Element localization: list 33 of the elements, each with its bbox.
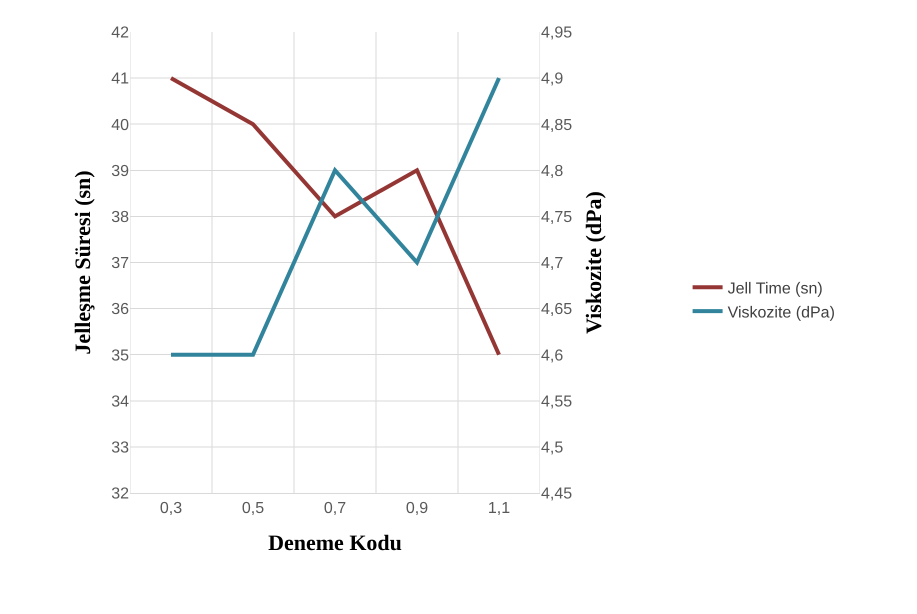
y2-axis-title: Viskozite (dPa) <box>581 191 606 334</box>
y-tick-label: 38 <box>111 209 130 226</box>
y2-tick-label: 4,6 <box>541 347 564 364</box>
x-tick-label: 0,5 <box>242 500 264 518</box>
x-tick-label: 0,7 <box>324 500 346 518</box>
y2-tick-label: 4,9 <box>541 70 564 88</box>
y-tick-label: 42 <box>111 24 130 42</box>
y2-tick-label: 4,85 <box>541 116 572 134</box>
y2-tick-label: 4,45 <box>541 486 572 503</box>
y-tick-label: 37 <box>111 255 130 272</box>
y2-tick-label: 4,55 <box>541 393 572 410</box>
y-tick-label: 32 <box>111 486 130 503</box>
y-tick-label: 35 <box>111 347 130 364</box>
y-tick-label: 34 <box>111 393 130 410</box>
y2-tick-label: 4,7 <box>541 255 564 272</box>
y2-tick-label: 4,75 <box>541 209 572 226</box>
legend-label: Jell Time (sn) <box>728 280 823 298</box>
y2-tick-label: 4,65 <box>541 301 572 318</box>
y2-tick-label: 4,5 <box>541 440 564 456</box>
line-series <box>169 76 501 357</box>
x-tick-label: 1,1 <box>488 500 510 518</box>
y-axis-title: Jelleşme Süresi (sn) <box>70 170 96 355</box>
y-tick-label: 39 <box>111 162 130 180</box>
y2-tick-label: 4,8 <box>541 162 564 180</box>
y2-tick-label: 4,95 <box>541 24 572 42</box>
x-tick-label: 0,9 <box>406 500 428 518</box>
x-tick-label: 0,3 <box>160 500 182 518</box>
y-tick-label: 41 <box>111 70 130 88</box>
legend-label: Viskozite (dPa) <box>728 304 835 322</box>
y-tick-label: 36 <box>111 301 130 318</box>
y-tick-label: 33 <box>111 440 130 456</box>
y-tick-label: 40 <box>111 116 130 134</box>
x-axis-title: Deneme Kodu <box>268 530 402 556</box>
